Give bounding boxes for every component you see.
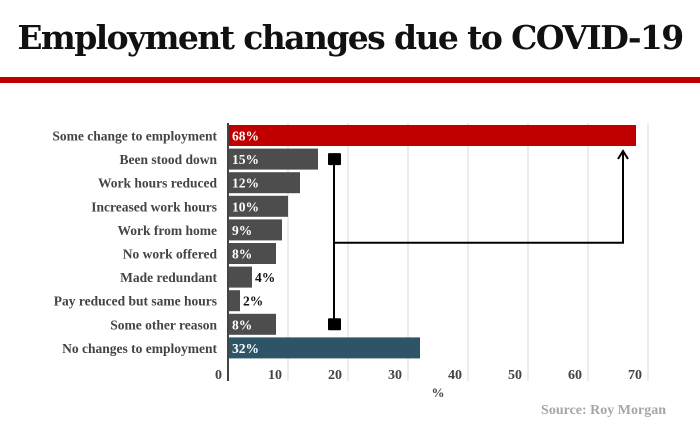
data-label: 15% [232,152,259,167]
category-label: Work from home [118,223,218,238]
data-label: 8% [232,247,252,262]
category-label: Pay reduced but same hours [54,294,217,309]
bar [229,125,636,146]
data-label: 32% [232,341,259,356]
x-tick-label: 0 [215,368,222,383]
bracket-annotation [328,149,629,331]
data-label: 12% [232,176,259,191]
category-labels: Some change to employment Been stood down… [52,129,217,356]
source-note: Source: Roy Morgan [541,403,666,418]
x-tick-label: 30 [388,368,402,383]
data-label: 4% [255,270,275,285]
bar [229,148,318,170]
category-label: Made redundant [120,270,217,285]
bar [229,313,276,335]
x-tick-label: 40 [448,368,462,383]
arrow-head-icon [617,149,629,160]
bar [229,195,288,217]
x-tick-label: 20 [328,368,342,383]
category-label: No changes to employment [62,341,217,356]
category-label: Increased work hours [91,199,217,214]
category-label: Work hours reduced [98,176,218,191]
data-label: 9% [232,223,252,238]
data-label: 8% [232,317,252,332]
bar [229,172,300,194]
category-label: Some other reason [110,317,217,332]
category-label: No work offered [123,247,218,262]
x-axis-label: % [432,385,445,400]
bars [229,125,636,359]
data-label: 2% [243,294,263,309]
x-tick-label: 10 [268,368,282,383]
x-tick-label: 50 [508,368,522,383]
bar [229,337,420,359]
data-label: 10% [232,199,259,214]
x-tick-label: 70 [628,368,642,383]
x-tick-labels: 0 10 20 30 40 50 60 70 [215,368,642,383]
x-tick-label: 60 [568,368,582,383]
category-label: Some change to employment [52,129,217,144]
bar [229,219,282,241]
bar [229,266,252,288]
bracket-end-marker [328,153,341,166]
title-rule [0,77,700,83]
arrow-connector [334,151,624,244]
data-label: 68% [232,129,259,144]
chart-title: Employment changes due to COVID-19 [17,18,684,57]
data-labels: 68%15%12%10%9%8%4%2%8%32% [232,129,275,356]
bracket-end-marker [328,318,341,331]
bar [229,243,276,264]
category-label: Been stood down [119,152,217,167]
bar [229,290,240,312]
